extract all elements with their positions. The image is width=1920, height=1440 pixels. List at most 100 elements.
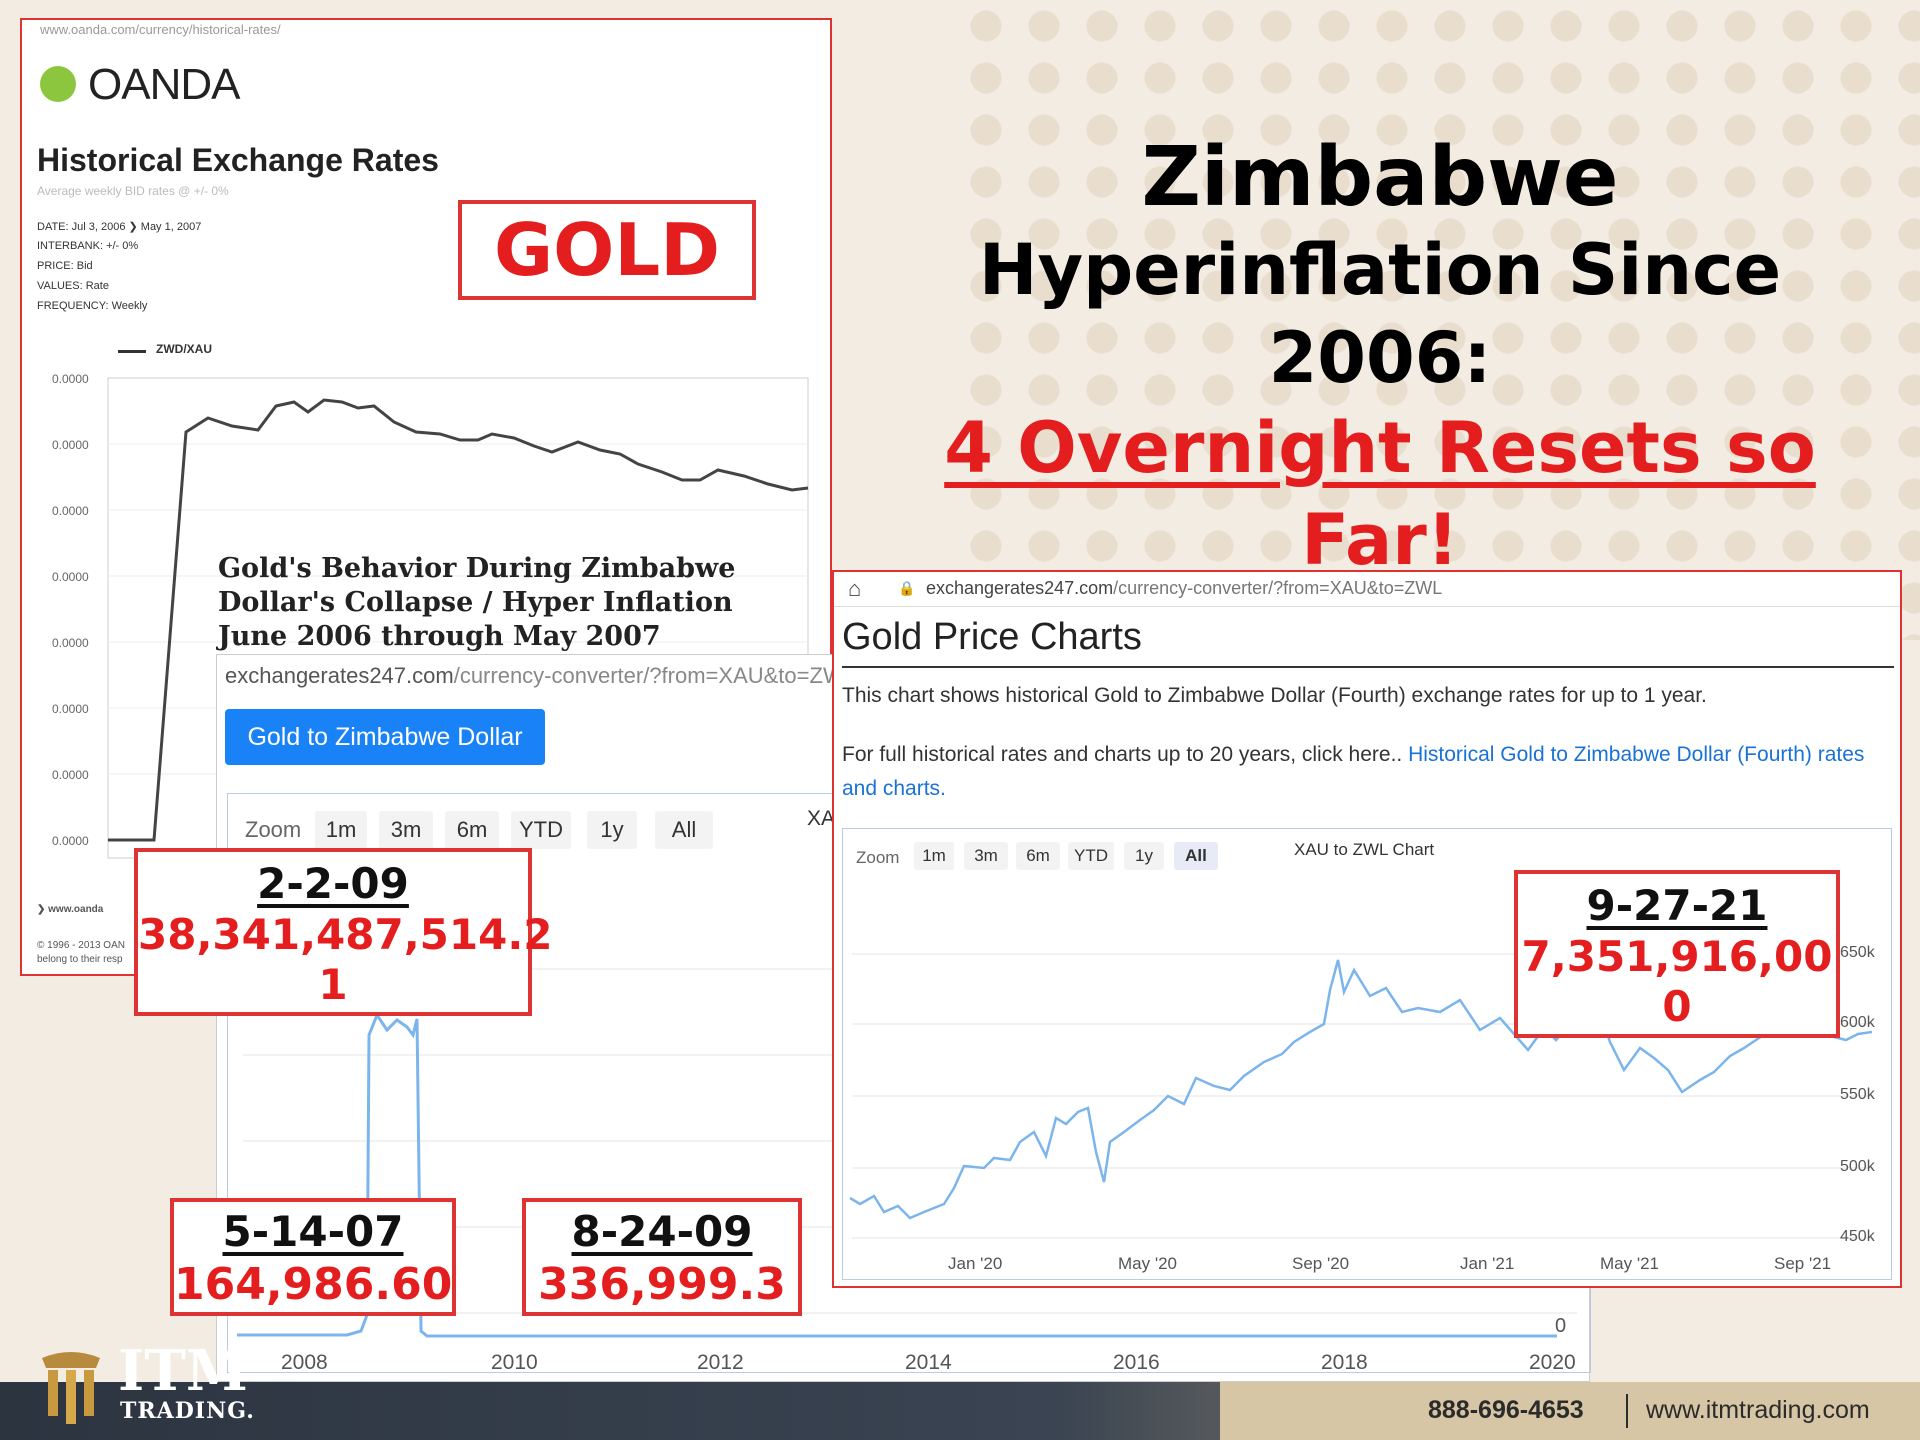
ex1-x-label: 2012 xyxy=(697,1351,744,1374)
ex1-x-label: 2010 xyxy=(491,1351,538,1374)
oanda-ytick: 0.0000 xyxy=(52,636,89,650)
oanda-title: Historical Exchange Rates xyxy=(37,142,439,178)
ex1-zoom-ytd[interactable]: YTD xyxy=(511,811,571,849)
annotation-date: 2-2-09 xyxy=(257,859,409,908)
ex2-description-2: For full historical rates and charts up … xyxy=(842,738,1894,806)
ex2-y-label: 500k xyxy=(1840,1158,1875,1175)
ex2-url[interactable]: exchangerates247.com/currency-converter/… xyxy=(926,578,1442,599)
oanda-footer-rights: belong to their resp xyxy=(37,954,123,965)
ex1-x-label: 2016 xyxy=(1113,1351,1160,1374)
oanda-ytick: 0.0000 xyxy=(52,504,89,518)
ex2-desc2-text: For full historical rates and charts up … xyxy=(842,743,1409,766)
oanda-footer-link[interactable]: ❯ www.oanda xyxy=(37,904,104,915)
ex2-zoom-3m[interactable]: 3m xyxy=(964,842,1008,870)
ex1-zoom-3m[interactable]: 3m xyxy=(379,811,433,849)
gold-label-box: GOLD xyxy=(458,200,756,300)
annotation-value-cont: 0 xyxy=(1662,982,1692,1031)
annotation-value: 7,351,916,00 xyxy=(1521,932,1833,981)
ex2-chart-frame xyxy=(842,828,1892,1280)
itm-pillar-logo-icon xyxy=(42,1352,100,1424)
ex2-chart-title: XAU to ZWL Chart xyxy=(1294,840,1435,859)
ex2-zoom-ytd[interactable]: YTD xyxy=(1068,842,1114,870)
gold-to-zimbabwe-chart-button[interactable]: Gold to Zimbabwe Dollar Chart xyxy=(225,709,545,807)
ex2-zoom-1m[interactable]: 1m xyxy=(914,842,954,870)
oanda-logo-icon xyxy=(40,66,76,102)
ex2-x-label: Jan '20 xyxy=(948,1254,1003,1273)
footer-phone[interactable]: 888-696-4653 xyxy=(1428,1396,1584,1424)
gold-label: GOLD xyxy=(494,208,720,292)
annotation-date: 9-27-21 xyxy=(1586,881,1768,930)
ex1-url-path: /currency-converter/?from=XAU&to=ZW xyxy=(453,663,844,688)
annotation-8-24-09: 8-24-09 336,999.3 xyxy=(522,1198,802,1316)
ex2-url-path: /currency-converter/?from=XAU&to=ZWL xyxy=(1113,578,1443,598)
oanda-note: Gold's Behavior During Zimbabwe Dollar's… xyxy=(218,553,736,652)
ex2-y-label: 550k xyxy=(1840,1086,1875,1103)
ex2-zoom-label: Zoom xyxy=(856,848,900,867)
ex1-x-label: 2020 xyxy=(1529,1351,1576,1374)
ex1-url[interactable]: exchangerates247.com/currency-converter/… xyxy=(225,663,844,689)
ex1-zoom-6m[interactable]: 6m xyxy=(445,811,499,849)
headline-line2: Hyperinflation Since 2006: xyxy=(978,229,1782,399)
oanda-ytick: 0.0000 xyxy=(52,834,89,848)
annotation-5-14-07: 5-14-07 164,986.60 xyxy=(170,1198,456,1316)
oanda-ytick: 0.0000 xyxy=(52,570,89,584)
annotation-value: 336,999.3 xyxy=(538,1259,786,1310)
oanda-series-line xyxy=(108,398,809,842)
ex2-series-line xyxy=(849,959,1873,1220)
oanda-meta-date: DATE: Jul 3, 2006 ❯ May 1, 2007 xyxy=(37,221,202,233)
lock-icon: 🔒 xyxy=(898,580,916,596)
oanda-screenshot: www.oanda.com/currency/historical-rates/… xyxy=(20,18,832,976)
ex1-zoom-all[interactable]: All xyxy=(655,811,713,849)
oanda-footer-copyright: © 1996 - 2013 OAN xyxy=(37,940,125,951)
headline-line1: Zimbabwe xyxy=(1141,130,1619,225)
ex2-y-label: 600k xyxy=(1840,1014,1875,1031)
background-pattern xyxy=(960,0,1920,640)
oanda-meta-frequency: FREQUENCY: Weekly xyxy=(37,300,148,312)
annotation-value-cont: 1 xyxy=(318,960,348,1009)
footer-website[interactable]: www.itmtrading.com xyxy=(1646,1396,1870,1424)
ex2-x-label: May '21 xyxy=(1600,1254,1659,1273)
ex2-x-label: Sep '20 xyxy=(1292,1254,1350,1273)
ex1-zoom-label: Zoom xyxy=(245,817,302,842)
historical-rates-link[interactable]: Historical Gold to Zimbabwe Dollar (Four… xyxy=(842,743,1865,800)
annotation-value: 164,986.60 xyxy=(174,1259,453,1310)
ex2-url-domain: exchangerates247.com xyxy=(926,578,1114,598)
oanda-meta-interbank: INTERBANK: +/- 0% xyxy=(37,240,139,252)
home-icon[interactable]: ⌂ xyxy=(848,576,862,601)
ex2-y-label: 650k xyxy=(1840,944,1875,961)
oanda-legend-label: ZWD/XAU xyxy=(156,342,212,356)
oanda-subtitle: Average weekly BID rates @ +/- 0% xyxy=(37,184,229,198)
ex2-page-title: Gold Price Charts xyxy=(842,616,1142,658)
ex1-y-zero: 0 xyxy=(1555,1315,1567,1337)
annotation-date: 8-24-09 xyxy=(571,1207,753,1256)
ex2-x-label: May '20 xyxy=(1118,1254,1177,1273)
ex1-x-label: 2018 xyxy=(1321,1351,1368,1374)
headline-line3: 4 Overnight Resets so Far! xyxy=(944,407,1816,581)
oanda-ytick: 0.0000 xyxy=(52,768,89,782)
ex1-chart-title: XA xyxy=(807,807,836,830)
footer-separator xyxy=(1626,1394,1628,1428)
oanda-meta-values: VALUES: Rate xyxy=(37,280,109,292)
oanda-logo-text: OANDA xyxy=(88,60,240,109)
ex2-y-label: 450k xyxy=(1840,1228,1875,1245)
ex2-zoom-all[interactable]: All xyxy=(1174,842,1218,870)
itm-brand-name: ITM xyxy=(118,1338,248,1404)
annotation-2-2-09: 2-2-09 38,341,487,514.2 1 xyxy=(134,848,553,1016)
itm-brand-sub: TRADING. xyxy=(120,1398,255,1424)
ex1-url-domain: exchangerates247.com xyxy=(225,663,454,688)
ex2-zoom-1y[interactable]: 1y xyxy=(1124,842,1164,870)
ex2-description: This chart shows historical Gold to Zimb… xyxy=(842,684,1707,707)
ex2-zoom-6m[interactable]: 6m xyxy=(1016,842,1060,870)
ex1-zoom-1m[interactable]: 1m xyxy=(315,811,367,849)
annotation-9-27-21: 9-27-21 7,351,916,00 0 xyxy=(1514,870,1840,1038)
oanda-ytick: 0.0000 xyxy=(52,702,89,716)
oanda-ytick: 0.0000 xyxy=(52,372,89,386)
ex2-address-bar xyxy=(834,572,1900,607)
oanda-ytick: 0.0000 xyxy=(52,438,89,452)
oanda-url: www.oanda.com/currency/historical-rates/ xyxy=(40,22,281,37)
ex2-x-label: Sep '21 xyxy=(1774,1254,1832,1273)
footer-bar: 888-696-4653 www.itmtrading.com xyxy=(0,1382,1920,1440)
footer-contact-area xyxy=(1220,1382,1920,1440)
annotation-value: 38,341,487,514.2 xyxy=(138,910,553,959)
ex1-zoom-1y[interactable]: 1y xyxy=(587,811,637,849)
